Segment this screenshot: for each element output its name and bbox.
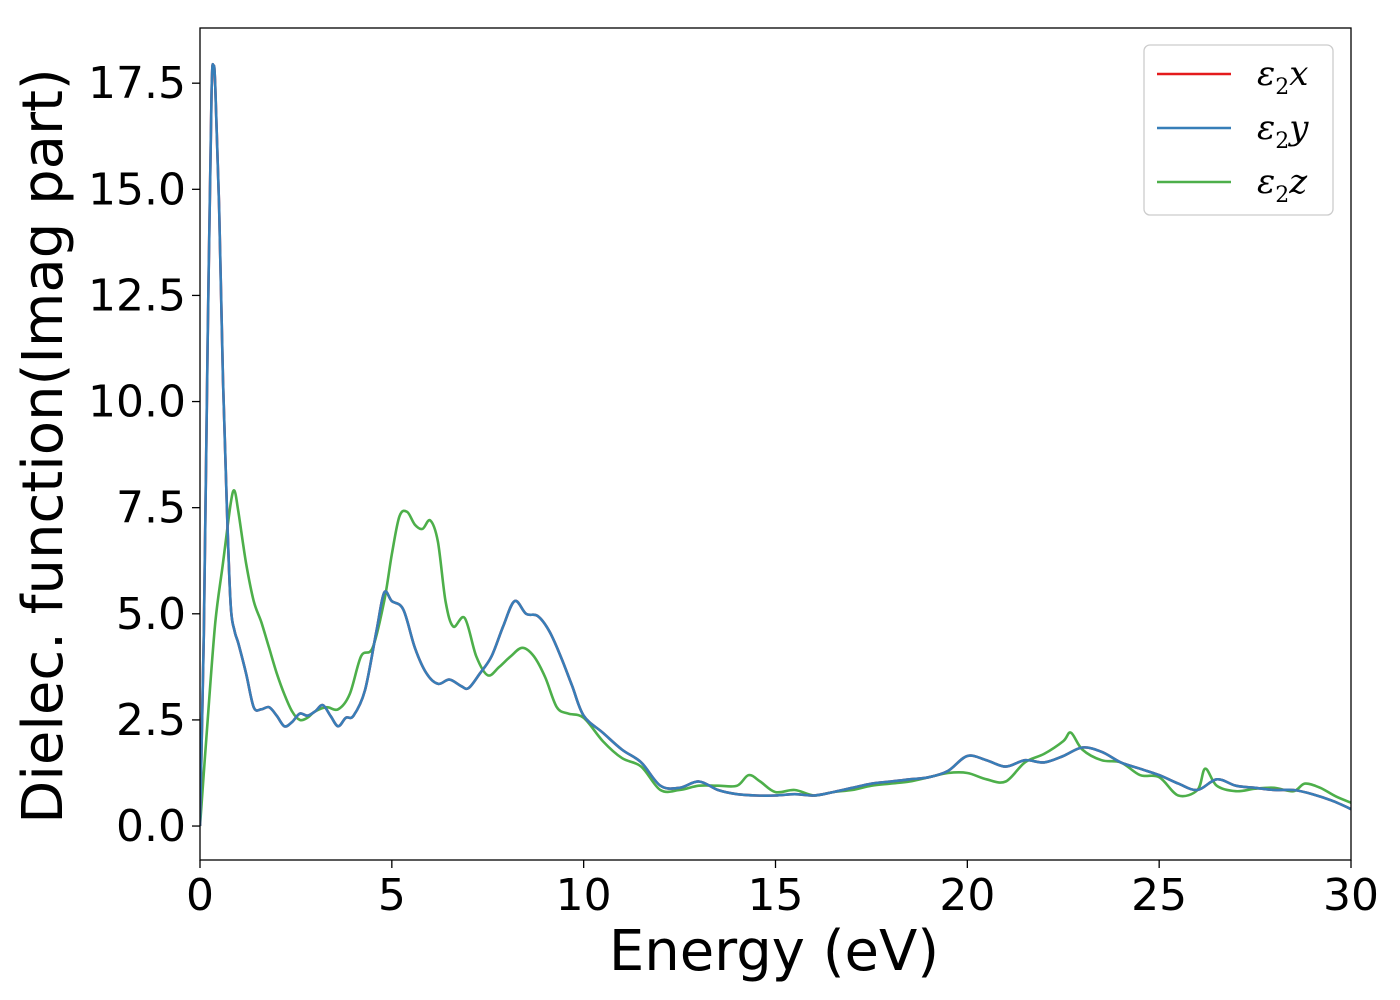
legend-label-y: ε2y [1257, 108, 1309, 154]
x-tick-label: 25 [1131, 870, 1187, 921]
series-line-z [200, 489, 1351, 827]
x-tick-label: 10 [556, 870, 612, 921]
series-layer [200, 62, 1351, 827]
y-tick-label: 15.0 [88, 164, 186, 215]
y-tick-label: 12.5 [88, 270, 186, 321]
x-axis: 0 5 10 15 20 25 30 [186, 860, 1379, 921]
legend-box [1143, 44, 1334, 216]
x-tick-label: 0 [186, 870, 214, 921]
x-tick-label: 15 [748, 870, 804, 921]
x-tick-label: 20 [939, 870, 995, 921]
y-axis: 0.0 2.5 5.0 7.5 10.0 12.5 15.0 17.5 [88, 58, 200, 852]
y-tick-label: 10.0 [88, 377, 186, 428]
legend-label-z: ε2z [1257, 162, 1308, 208]
x-tick-label: 5 [378, 870, 406, 921]
legend: ε2x ε2y ε2z [1143, 44, 1334, 216]
y-tick-label: 7.5 [116, 483, 186, 534]
y-axis-label: Dielec. function(Imag part) [11, 68, 76, 824]
y-tick-label: 5.0 [116, 589, 186, 640]
x-tick-label: 30 [1323, 870, 1379, 921]
x-axis-label: Energy (eV) [609, 919, 939, 984]
y-tick-label: 2.5 [116, 695, 186, 746]
series-line-y [200, 62, 1351, 827]
legend-label-x: ε2x [1257, 54, 1308, 100]
y-tick-label: 17.5 [88, 58, 186, 109]
y-tick-label: 0.0 [116, 801, 186, 852]
